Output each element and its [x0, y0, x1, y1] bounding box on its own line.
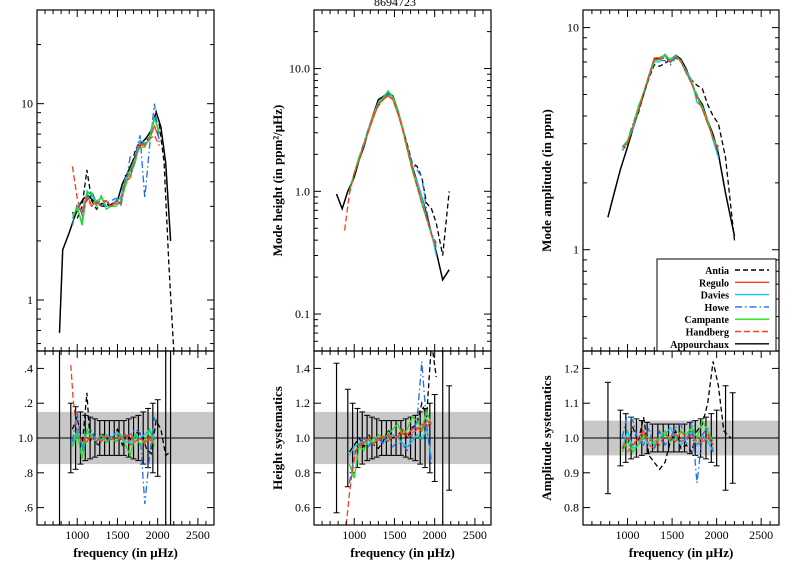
series-line-davies	[71, 117, 160, 225]
x-axis-label: frequency (in μHz)	[73, 545, 178, 560]
series-line-appourchaux	[335, 91, 450, 282]
y-axis-label: Mode height (in ppm²/μHz)	[270, 105, 285, 257]
legend-label-howe: Howe	[705, 303, 730, 314]
series-line-davies	[621, 54, 720, 158]
x-tick-label: 2500	[186, 528, 210, 542]
y-tick-label: .6	[24, 501, 33, 515]
series-line-campante	[71, 427, 156, 460]
legend-label-davies: Davies	[701, 291, 729, 302]
series-line-handberg	[621, 55, 720, 151]
x-axis-label: frequency (in μHz)	[350, 545, 455, 560]
series-line-campante	[348, 89, 437, 248]
y-tick-label: 1.0	[18, 431, 33, 445]
series-line-howe	[348, 93, 437, 244]
series-line-handberg	[70, 364, 155, 445]
x-tick-label: 1000	[342, 528, 366, 542]
figure-title: 8694723	[374, 0, 416, 9]
y-tick-label: 1	[573, 243, 579, 257]
plot-frame	[313, 9, 492, 352]
panel-bottom-middle: 0.6 0.8 1.0 1.2 1.4 1000 1500 2000 2500 frequency…	[270, 350, 492, 560]
y-axis-label: Mode amplitude (in ppm)	[539, 109, 554, 252]
y-axis-label: Amplitude systematics	[539, 375, 554, 500]
y-tick-label: 1.0	[295, 184, 310, 198]
panel-top-middle: 0.1 1.0 10.0 Mode height (in ppm²/μHz)	[270, 9, 492, 352]
y-axis-label: Height systematics	[270, 386, 285, 490]
series-line-campante	[621, 53, 720, 151]
legend-label-appourchaux: Appourchaux	[670, 340, 729, 351]
series-line-campante	[71, 116, 160, 226]
y-tick-label: 1	[27, 293, 33, 307]
panel-bottom-right: 0.8 0.9 1.0 1.1 1.2 1000 1500 2000 2500 frequency…	[539, 350, 780, 560]
series-line-campante	[348, 409, 433, 479]
series-line-regulo	[353, 94, 437, 247]
y-tick-label: 0.6	[295, 501, 310, 515]
series-line-handberg	[71, 134, 160, 218]
y-tick-label: 1.4	[295, 361, 310, 375]
series-line-appourchaux	[607, 54, 736, 237]
y-tick-label: 0.8	[295, 466, 310, 480]
y-tick-label: 1.2	[564, 361, 579, 375]
x-tick-label: 1000	[65, 528, 89, 542]
x-tick-label: 1500	[382, 528, 406, 542]
legend-label-campante: Campante	[685, 315, 730, 326]
x-tick-label: 2500	[463, 528, 487, 542]
series-line-handberg	[345, 420, 433, 525]
series-line-howe	[348, 361, 433, 484]
series-line-handberg	[343, 94, 437, 248]
series-line-appourchaux	[58, 108, 172, 333]
series-line-howe	[621, 412, 714, 484]
x-axis-label: frequency (in μHz)	[629, 545, 734, 560]
y-tick-label: 10.0	[289, 62, 310, 76]
legend-label-handberg: Handberg	[686, 328, 729, 339]
legend-label-regulo: Regulo	[699, 278, 729, 289]
y-tick-label: .2	[24, 396, 33, 410]
legend-label-antia: Antia	[705, 266, 729, 277]
x-tick-label: 2000	[146, 528, 170, 542]
x-tick-label: 2000	[705, 528, 729, 542]
x-tick-label: 1500	[105, 528, 129, 542]
series-line-howe	[621, 56, 719, 148]
series-line-antia	[71, 115, 175, 351]
y-tick-label: 10	[21, 97, 33, 111]
x-tick-label: 1500	[660, 528, 684, 542]
series-line-antia	[348, 351, 437, 453]
y-tick-label: 1.1	[564, 396, 579, 410]
y-tick-label: 1.0	[564, 431, 579, 445]
x-tick-label: 2000	[423, 528, 447, 542]
y-tick-label: 0.1	[295, 307, 310, 321]
y-tick-label: 0.8	[564, 501, 579, 515]
y-tick-label: 1.0	[295, 431, 310, 445]
legend-box	[656, 258, 777, 352]
x-tick-label: 1000	[616, 528, 640, 542]
panel-top-left: 1 10	[21, 9, 215, 352]
y-tick-label: 0.9	[564, 466, 579, 480]
series-line-handberg	[621, 433, 714, 449]
y-tick-label: 10	[567, 21, 579, 35]
panel-bottom-left: .6 .8 1.0 .2 .4 1000 1500 2000 2500 frequency (in…	[18, 350, 215, 560]
y-tick-label: 1.2	[295, 396, 310, 410]
series-line-antia	[621, 361, 732, 471]
x-tick-label: 2500	[749, 528, 773, 542]
series-line-davies	[348, 90, 437, 256]
series-line-howe	[71, 103, 160, 226]
y-tick-label: .8	[24, 466, 33, 480]
y-tick-label: .4	[24, 361, 33, 375]
